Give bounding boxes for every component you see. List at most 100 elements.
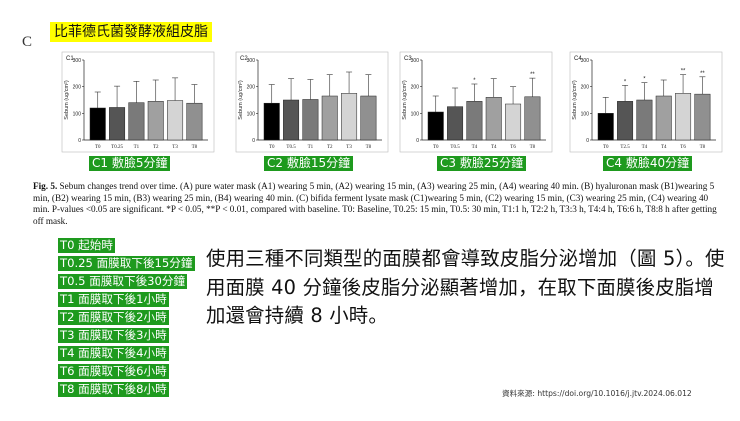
x-tick-label: T2.5	[620, 145, 630, 150]
y-axis-label: Sebum (ug/cm²)	[572, 80, 578, 120]
y-tick-label: 100	[73, 111, 82, 117]
significance-mark: **	[530, 72, 535, 78]
chart-svg: C2 Sebum (ug/cm²) 0 100 200 300 T0 T0.5 T1 T2 T3 T8	[235, 51, 389, 153]
y-tick-label: 200	[247, 85, 256, 91]
bar	[321, 95, 338, 141]
bar	[694, 93, 711, 141]
time-point-legend: T0 起始時 T0.25 面膜取下後15分鐘 T0.5 面膜取下後30分鐘 T1…	[58, 238, 195, 400]
legend-item: T4 面膜取下後4小時	[58, 346, 169, 361]
chart-c4: C4 Sebum (ug/cm²) 0 100 200 300 T0 * T2.5 * T4 T4 **…	[566, 48, 726, 156]
bar	[485, 97, 502, 141]
chart-label-c2: C2 敷臉15分鐘	[264, 156, 354, 171]
chart-svg: C1 Sebum (ug/cm²) 0 100 200 300 T0 T0.25 T1 T2 T3 T…	[61, 51, 215, 153]
x-tick-label: T8	[366, 145, 372, 150]
x-tick-label: T0	[433, 145, 439, 150]
chart-svg: C3 Sebum (ug/cm²) 0 100 200 300 T0 T0.5 * T4 T4 T6 *…	[399, 51, 553, 153]
chart-c3: C3 Sebum (ug/cm²) 0 100 200 300 T0 T0.5 * T4 T4 T6 *…	[396, 48, 556, 156]
x-tick-label: T3	[346, 145, 352, 150]
y-tick-label: 100	[411, 111, 420, 117]
x-tick-label: T8	[700, 145, 706, 150]
panel-id: C3	[404, 56, 412, 62]
title-banner: 比菲德氏菌發酵液組皮脂	[50, 22, 212, 42]
x-tick-label: T6	[680, 145, 686, 150]
bar	[302, 99, 319, 141]
chart-frame	[399, 51, 553, 153]
y-axis-label: Sebum (ug/cm²)	[238, 80, 244, 120]
legend-item: T0.5 面膜取下後30分鐘	[58, 274, 188, 289]
legend-item: T8 面膜取下後8小時	[58, 382, 169, 397]
y-tick-label: 300	[247, 58, 256, 64]
y-tick-label: 300	[411, 58, 420, 64]
y-axis-label: Sebum (ug/cm²)	[64, 80, 70, 120]
x-tick-label: T4	[491, 145, 497, 150]
x-tick-label: T8	[192, 145, 198, 150]
y-axis-label: Sebum (ug/cm²)	[402, 80, 408, 120]
y-tick-label: 300	[73, 58, 82, 64]
x-tick-label: T2	[153, 145, 159, 150]
source-citation: 資料來源: https://doi.org/10.1016/j.jtv.2024…	[502, 389, 692, 398]
chart-frame	[235, 51, 389, 153]
significance-mark: **	[700, 71, 705, 77]
x-tick-label: T0.25	[111, 145, 123, 150]
legend-item: T6 面膜取下後6小時	[58, 364, 169, 379]
bar	[360, 95, 377, 141]
legend-item: T0.25 面膜取下後15分鐘	[58, 256, 195, 271]
y-tick-label: 0	[78, 138, 81, 144]
legend-item: T1 面膜取下後1小時	[58, 292, 169, 307]
x-tick-label: T0	[95, 145, 101, 150]
x-tick-label: T3	[172, 145, 178, 150]
y-tick-label: 200	[73, 85, 82, 91]
chart-label-c3: C3 敷臉25分鐘	[437, 156, 527, 171]
bar	[617, 101, 634, 141]
significance-mark: *	[643, 77, 646, 83]
chart-c1: C1 Sebum (ug/cm²) 0 100 200 300 T0 T0.25 T1 T2 T3 T…	[58, 48, 218, 156]
bar	[283, 99, 300, 141]
legend-item: T3 面膜取下後3小時	[58, 328, 169, 343]
bar	[109, 107, 126, 141]
significance-mark: *	[473, 78, 476, 84]
x-tick-label: T1	[308, 145, 314, 150]
bar	[128, 102, 145, 141]
figure-caption: Fig. 5. Sebum changes trend over time. (…	[33, 181, 723, 227]
legend-item: T2 面膜取下後2小時	[58, 310, 169, 325]
y-tick-label: 100	[581, 111, 590, 117]
y-tick-label: 200	[411, 85, 420, 91]
bar	[427, 111, 444, 141]
chart-frame	[569, 51, 723, 153]
y-tick-label: 0	[252, 138, 255, 144]
panel-id: C2	[240, 56, 248, 62]
significance-mark: *	[624, 79, 627, 85]
chart-svg: C4 Sebum (ug/cm²) 0 100 200 300 T0 * T2.5 * T4 T4 **…	[569, 51, 723, 153]
x-tick-label: T2	[327, 145, 333, 150]
chart-frame	[61, 51, 215, 153]
y-tick-label: 100	[247, 111, 256, 117]
x-tick-label: T6	[510, 145, 516, 150]
x-tick-label: T4	[472, 145, 478, 150]
x-tick-label: T0	[269, 145, 275, 150]
bar	[147, 101, 164, 141]
bar	[186, 102, 203, 141]
x-tick-label: T1	[134, 145, 140, 150]
bar	[466, 101, 483, 141]
bar	[505, 103, 522, 141]
x-tick-label: T0	[603, 145, 609, 150]
bar	[597, 113, 614, 141]
bar	[636, 99, 653, 141]
bar	[447, 106, 464, 141]
chart-label-c4: C4 敷臉40分鐘	[603, 156, 693, 171]
significance-mark: **	[681, 69, 686, 75]
y-tick-label: 0	[586, 138, 589, 144]
bar	[263, 102, 280, 141]
caption-text: Sebum changes trend over time. (A) pure …	[33, 181, 717, 226]
panel-id: C4	[574, 56, 582, 62]
caption-fig-label: Fig. 5.	[33, 181, 58, 191]
panel-id: C1	[66, 56, 74, 62]
panel-letter: C	[22, 34, 33, 50]
x-tick-label: T4	[642, 145, 648, 150]
bar	[341, 93, 358, 141]
chart-label-c1: C1 敷臉5分鐘	[89, 156, 171, 171]
x-tick-label: T4	[661, 145, 667, 150]
bar	[524, 96, 541, 141]
bar	[89, 107, 106, 141]
y-tick-label: 0	[416, 138, 419, 144]
